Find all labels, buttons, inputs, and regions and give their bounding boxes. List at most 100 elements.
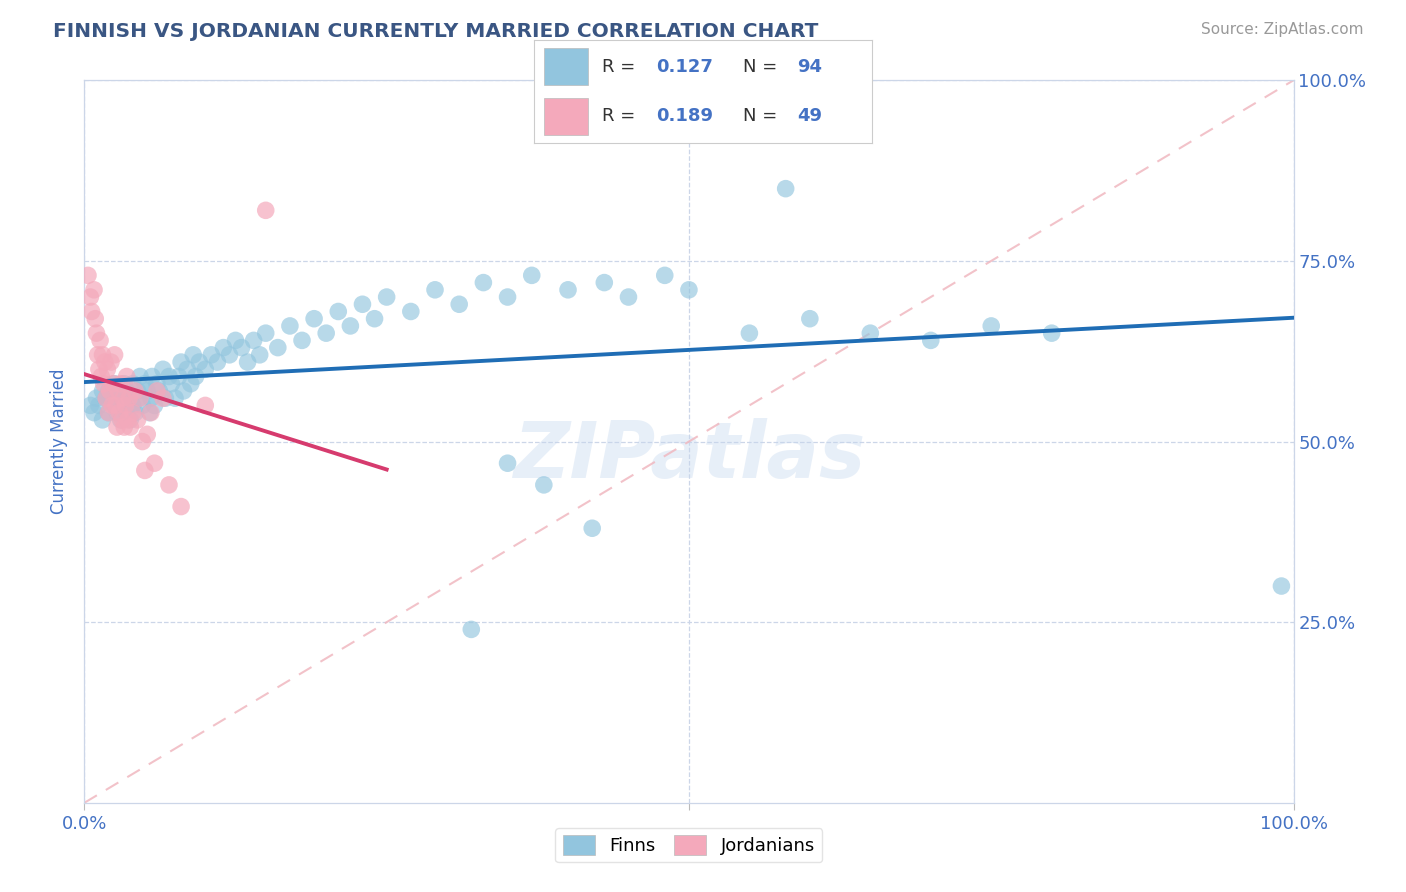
Point (89, 334, 111, 348)
Point (107, 384, 129, 398)
Point (520, 268, 543, 283)
Point (170, 355, 193, 369)
Point (136, 427, 159, 442)
Point (87, 398, 110, 412)
Point (143, 456, 166, 470)
Point (121, 406, 143, 420)
Point (859, 326, 882, 340)
Point (96, 362, 118, 376)
Point (121, 376, 143, 391)
Text: 49: 49 (797, 107, 823, 125)
Point (112, 391, 135, 405)
Point (134, 376, 156, 391)
Point (139, 391, 162, 405)
Point (339, 318, 361, 333)
Text: FINNISH VS JORDANIAN CURRENTLY MARRIED CORRELATION CHART: FINNISH VS JORDANIAN CURRENTLY MARRIED C… (53, 22, 818, 41)
Point (129, 391, 152, 405)
Point (278, 318, 301, 333)
Point (107, 384, 129, 398)
Point (738, 326, 761, 340)
Point (141, 369, 163, 384)
Text: 0.127: 0.127 (655, 58, 713, 76)
Text: N =: N = (744, 58, 783, 76)
Point (121, 398, 143, 412)
Point (138, 406, 160, 420)
Point (152, 391, 174, 405)
Point (254, 326, 277, 340)
Point (105, 406, 128, 420)
Point (115, 406, 138, 420)
Point (157, 369, 180, 384)
Point (86, 348, 108, 362)
Point (207, 355, 229, 369)
Point (920, 334, 942, 348)
Text: N =: N = (744, 107, 783, 125)
Point (254, 203, 277, 218)
Point (104, 398, 127, 412)
Point (200, 348, 222, 362)
Text: Source: ZipAtlas.com: Source: ZipAtlas.com (1201, 22, 1364, 37)
Point (352, 297, 374, 311)
Point (167, 369, 190, 384)
Point (110, 376, 132, 391)
Point (155, 391, 177, 405)
Point (775, 182, 797, 196)
Point (242, 334, 264, 348)
Point (86, 326, 108, 340)
Text: 0.189: 0.189 (655, 107, 713, 125)
Point (112, 376, 135, 391)
Point (146, 376, 169, 391)
Point (83, 283, 105, 297)
Point (79, 290, 101, 304)
Point (83, 406, 105, 420)
Point (112, 420, 135, 434)
Point (120, 420, 142, 434)
Text: R =: R = (602, 107, 641, 125)
Point (799, 311, 821, 326)
Point (94, 355, 117, 369)
Point (315, 326, 337, 340)
Point (375, 290, 398, 304)
Point (87, 362, 110, 376)
Point (104, 348, 127, 362)
Point (176, 362, 198, 376)
Point (80, 304, 103, 318)
Text: 94: 94 (797, 58, 823, 76)
Point (118, 391, 141, 405)
Legend: Finns, Jordanians: Finns, Jordanians (555, 828, 823, 863)
Point (302, 311, 325, 326)
Point (97, 406, 120, 420)
Point (1040, 326, 1063, 340)
Point (91, 384, 114, 398)
Point (170, 500, 193, 514)
Point (249, 348, 271, 362)
Point (460, 623, 482, 637)
Point (110, 391, 132, 405)
Point (593, 276, 616, 290)
Bar (544, 48, 588, 86)
Point (104, 398, 127, 412)
Point (97, 384, 120, 398)
Bar (544, 97, 588, 135)
Point (131, 398, 153, 412)
Point (127, 413, 149, 427)
Point (218, 348, 240, 362)
Point (105, 420, 128, 434)
Point (77, 268, 100, 283)
Point (160, 376, 183, 391)
Point (108, 406, 131, 420)
Point (100, 355, 122, 369)
Point (114, 398, 136, 412)
Point (654, 268, 676, 283)
Point (157, 478, 180, 492)
Point (90, 369, 112, 384)
Point (581, 521, 603, 535)
Point (291, 334, 314, 348)
Point (111, 413, 134, 427)
Point (980, 318, 1002, 333)
Point (117, 413, 139, 427)
Point (449, 297, 471, 311)
Point (103, 376, 125, 391)
Point (363, 311, 385, 326)
Point (472, 276, 495, 290)
